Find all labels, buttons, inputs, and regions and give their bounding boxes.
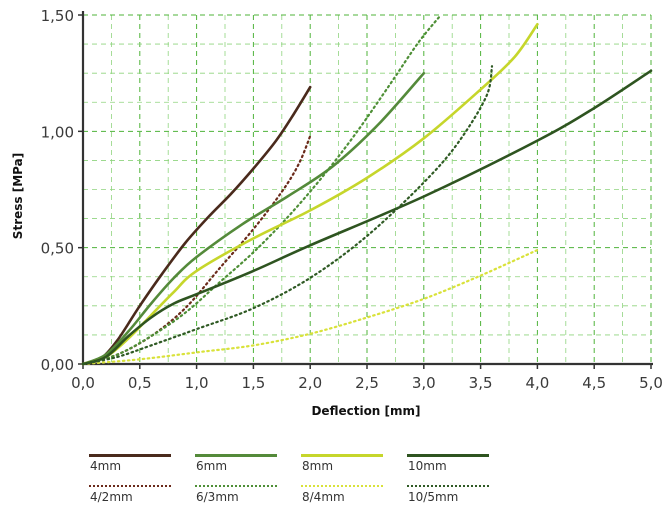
series-line-8mm xyxy=(81,23,539,366)
grid xyxy=(83,14,652,364)
y-tick-labels: 0,00 0,50 1,00 1,50 xyxy=(41,7,74,374)
x-axis-title: Deflection [mm] xyxy=(311,404,420,418)
x-tick-label: 0,5 xyxy=(128,374,152,392)
x-tick-label: 1,5 xyxy=(241,374,265,392)
x-tick-label: 3,0 xyxy=(412,374,436,392)
series-line-4mm xyxy=(81,85,312,366)
y-tick-label: 0,50 xyxy=(41,240,74,258)
axes xyxy=(78,11,653,369)
x-tick-label: 3,5 xyxy=(469,374,493,392)
series-line-10-5mm xyxy=(81,65,494,366)
series-lines xyxy=(81,13,653,366)
x-tick-label: 4,5 xyxy=(582,374,606,392)
y-tick-label: 0,00 xyxy=(41,356,74,374)
x-tick-labels: 0,0 0,5 1,0 1,5 2,0 2,5 3,0 3,5 4,0 4,5 5,0 xyxy=(71,374,663,392)
series-line-10mm xyxy=(81,69,653,366)
x-tick-label: 2,0 xyxy=(298,374,322,392)
series-line-8-4mm xyxy=(81,248,539,366)
x-tick-label: 0,0 xyxy=(71,374,95,392)
x-tick-label: 5,0 xyxy=(639,374,663,392)
x-tick-label: 2,5 xyxy=(355,374,379,392)
y-axis-title: Stress [MPa] xyxy=(11,153,25,239)
y-tick-label: 1,50 xyxy=(41,7,74,25)
series-line-6mm xyxy=(81,71,426,366)
x-tick-label: 4,0 xyxy=(525,374,549,392)
x-tick-label: 1,0 xyxy=(185,374,209,392)
series-line-6-3mm xyxy=(81,13,442,366)
y-tick-label: 1,00 xyxy=(41,123,74,141)
